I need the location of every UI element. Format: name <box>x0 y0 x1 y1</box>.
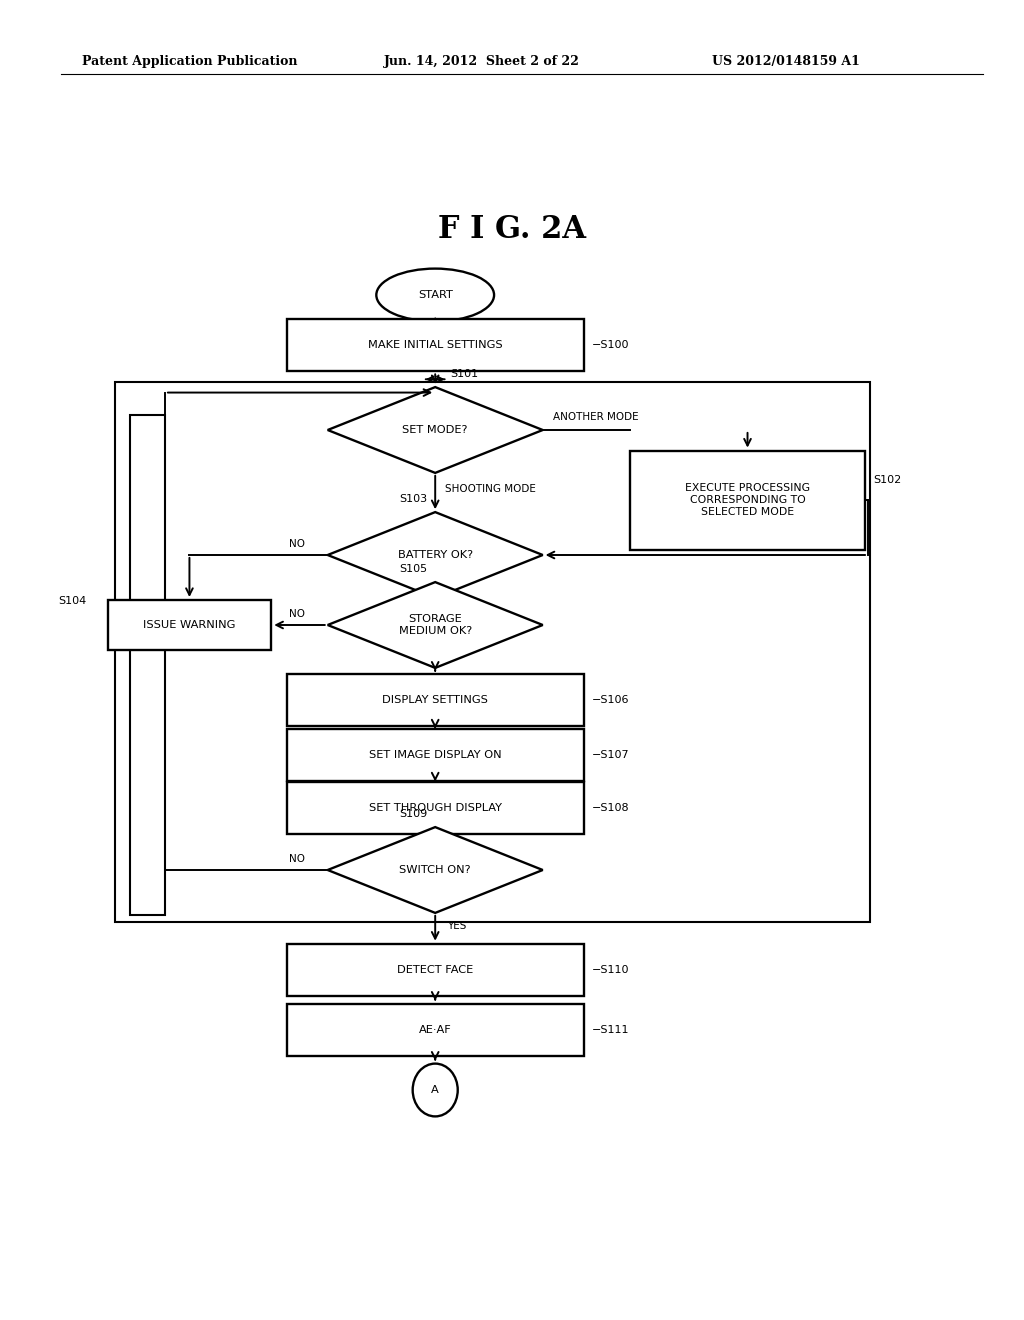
FancyBboxPatch shape <box>630 450 865 549</box>
Text: S109: S109 <box>399 809 428 818</box>
Text: AE·AF: AE·AF <box>419 1026 452 1035</box>
FancyBboxPatch shape <box>287 781 584 834</box>
Text: A: A <box>431 1085 439 1096</box>
Text: STORAGE
MEDIUM OK?: STORAGE MEDIUM OK? <box>398 614 472 636</box>
Text: Patent Application Publication: Patent Application Publication <box>82 55 297 69</box>
Text: ANOTHER MODE: ANOTHER MODE <box>553 412 639 422</box>
Text: MAKE INITIAL SETTINGS: MAKE INITIAL SETTINGS <box>368 341 503 350</box>
Text: YES: YES <box>447 606 467 616</box>
Text: S105: S105 <box>399 564 427 574</box>
Text: Jun. 14, 2012  Sheet 2 of 22: Jun. 14, 2012 Sheet 2 of 22 <box>384 55 580 69</box>
Text: S103: S103 <box>399 494 427 504</box>
Text: YES: YES <box>447 921 467 931</box>
Text: S104: S104 <box>58 597 87 606</box>
FancyBboxPatch shape <box>287 1003 584 1056</box>
Text: NO: NO <box>289 610 305 619</box>
FancyBboxPatch shape <box>287 318 584 371</box>
Text: S101: S101 <box>451 368 478 379</box>
Text: SWITCH ON?: SWITCH ON? <box>399 865 471 875</box>
Text: SET MODE?: SET MODE? <box>402 425 468 436</box>
FancyBboxPatch shape <box>287 944 584 997</box>
FancyBboxPatch shape <box>287 673 584 726</box>
Text: −S107: −S107 <box>592 750 630 760</box>
Text: F I G. 2A: F I G. 2A <box>438 214 586 246</box>
Text: −S108: −S108 <box>592 803 630 813</box>
Text: DISPLAY SETTINGS: DISPLAY SETTINGS <box>382 696 488 705</box>
Polygon shape <box>328 582 543 668</box>
Ellipse shape <box>413 1064 458 1117</box>
FancyBboxPatch shape <box>108 599 271 649</box>
Text: −S111: −S111 <box>592 1026 630 1035</box>
Text: −S106: −S106 <box>592 696 630 705</box>
Text: SET IMAGE DISPLAY ON: SET IMAGE DISPLAY ON <box>369 750 502 760</box>
Text: NO: NO <box>289 540 305 549</box>
Text: ISSUE WARNING: ISSUE WARNING <box>143 620 236 630</box>
Text: US 2012/0148159 A1: US 2012/0148159 A1 <box>712 55 859 69</box>
Text: NO: NO <box>289 854 305 865</box>
Text: −S110: −S110 <box>592 965 630 975</box>
Text: BATTERY OK?: BATTERY OK? <box>397 550 473 560</box>
FancyBboxPatch shape <box>287 729 584 781</box>
Text: SHOOTING MODE: SHOOTING MODE <box>445 483 537 494</box>
Polygon shape <box>328 828 543 913</box>
Polygon shape <box>328 387 543 473</box>
Text: YES: YES <box>447 676 467 686</box>
Text: EXECUTE PROCESSING
CORRESPONDING TO
SELECTED MODE: EXECUTE PROCESSING CORRESPONDING TO SELE… <box>685 483 810 516</box>
Text: S102: S102 <box>873 475 902 486</box>
Text: −S100: −S100 <box>592 341 630 350</box>
Polygon shape <box>328 512 543 598</box>
Ellipse shape <box>376 268 494 321</box>
Text: START: START <box>418 290 453 300</box>
Text: DETECT FACE: DETECT FACE <box>397 965 473 975</box>
Text: SET THROUGH DISPLAY: SET THROUGH DISPLAY <box>369 803 502 813</box>
